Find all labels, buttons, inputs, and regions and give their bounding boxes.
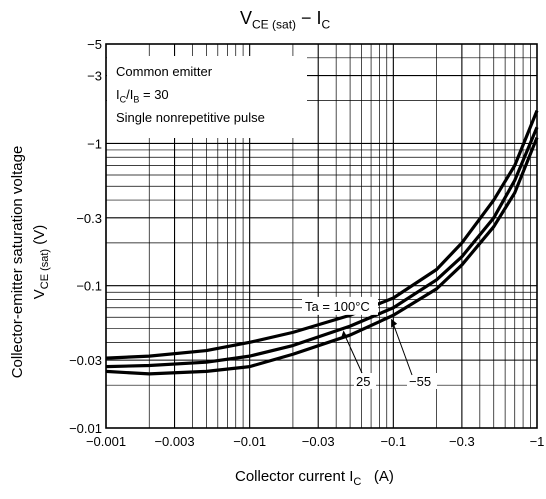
series-label-100c: Ta = 100°C bbox=[305, 299, 370, 314]
y-axis-label-line1: Collector-emitter saturation voltage bbox=[9, 146, 26, 379]
note-pulse: Single nonrepetitive pulse bbox=[116, 110, 265, 125]
major-grid bbox=[105, 44, 537, 429]
x-tick-label: −0.003 bbox=[154, 434, 194, 449]
series-line-2 bbox=[105, 136, 539, 376]
y-axis-label: Collector-emitter saturation voltage VCE… bbox=[9, 146, 51, 379]
callouts: Ta = 100°C 25 −55 bbox=[302, 296, 437, 389]
y-tick-label: −0.03 bbox=[69, 353, 102, 368]
series-line-0 bbox=[105, 110, 539, 360]
note-common-emitter: Common emitter bbox=[116, 64, 213, 79]
arrowhead-minus55 bbox=[391, 318, 398, 328]
label-bg-25 bbox=[354, 373, 376, 389]
x-tick-label: −0.001 bbox=[86, 434, 126, 449]
y-axis-label-line2: VCE (sat) (V) bbox=[31, 225, 51, 300]
series-label-25: 25 bbox=[356, 374, 370, 389]
series-line-1 bbox=[105, 126, 539, 369]
y-tick-label: −0.1 bbox=[76, 279, 102, 294]
notes-box bbox=[107, 56, 307, 138]
x-axis-label: Collector current IC (A) bbox=[235, 468, 394, 488]
tick-labels: −0.001 −0.003 −0.01 −0.03 −0.1 −0.3 −1 −0.01 −0.… bbox=[69, 37, 544, 449]
y-tick-label: −0.01 bbox=[69, 421, 102, 436]
note-ratio: IC/IB = 30 bbox=[116, 87, 169, 105]
arrow-minus55 bbox=[391, 320, 413, 376]
y-tick-label: −3 bbox=[87, 69, 102, 84]
y-tick-label: −1 bbox=[87, 136, 102, 151]
arrowhead-25 bbox=[340, 330, 348, 340]
chart-title: VCE (sat) − IC bbox=[240, 8, 331, 32]
y-tick-label: −5 bbox=[87, 37, 102, 52]
label-bg-minus55 bbox=[407, 373, 437, 389]
series-label-minus55: −55 bbox=[409, 374, 431, 389]
plot-frame bbox=[105, 43, 538, 429]
y-tick-label: −0.3 bbox=[76, 211, 102, 226]
x-tick-label: −0.03 bbox=[302, 434, 335, 449]
arrow-25 bbox=[343, 332, 363, 374]
x-tick-label: −0.1 bbox=[380, 434, 406, 449]
label-bg-100c bbox=[302, 296, 378, 315]
x-tick-label: −0.01 bbox=[233, 434, 266, 449]
x-tick-label: −0.3 bbox=[449, 434, 475, 449]
x-tick-label: −1 bbox=[530, 434, 545, 449]
